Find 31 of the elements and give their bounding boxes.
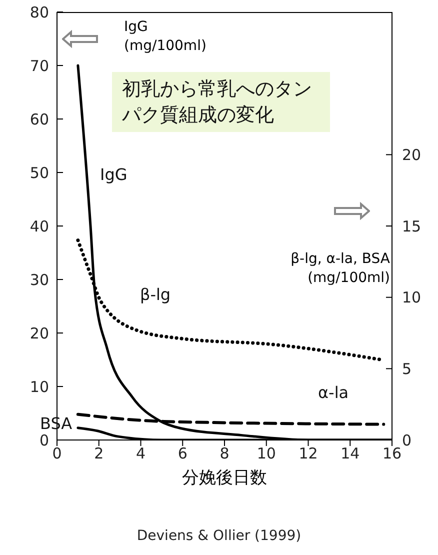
text: Deviens & Ollier (1999): [136, 528, 302, 544]
y2-axis-title: β-lg, α-la, BSA (mg/100ml): [290, 250, 390, 288]
y-tick-label: 40: [30, 217, 49, 236]
x-tick-label: 16: [382, 444, 402, 463]
y-tick-label: 20: [30, 324, 49, 342]
text: 初乳から常乳へのタンパク質組成の変化: [112, 72, 330, 132]
y2-tick-label: 15: [402, 217, 422, 236]
y-tick-label: 70: [30, 56, 49, 75]
y-tick-label: 60: [30, 110, 49, 128]
series-label: α-la: [318, 383, 349, 402]
y2-tick-label: 0: [402, 431, 412, 450]
y-tick-label: 0: [39, 431, 49, 450]
x-axis-title: 分娩後日数: [181, 467, 268, 489]
y-tick-label: 50: [30, 164, 49, 182]
y-axis-title: IgG (mg/100ml): [124, 18, 206, 56]
y-tick-label: 30: [30, 270, 49, 289]
x-tick-label: 2: [94, 444, 104, 463]
series-label: IgG: [100, 165, 128, 184]
y-tick-label: 80: [30, 3, 49, 22]
x-tick-label: 14: [340, 444, 360, 463]
x-tick-label: 0: [52, 444, 62, 463]
x-tick-label: 6: [178, 444, 188, 463]
y-tick-label: 10: [30, 378, 49, 396]
x-tick-label: 10: [256, 444, 276, 463]
x-tick-label: 8: [220, 444, 230, 463]
x-tick-label: 12: [298, 444, 318, 463]
y2-tick-label: 10: [402, 288, 422, 307]
y2-tick-label: 20: [402, 146, 422, 164]
y2-tick-label: 5: [402, 360, 412, 378]
x-tick-label: 4: [136, 444, 146, 463]
series-label: β-lg: [140, 285, 171, 304]
